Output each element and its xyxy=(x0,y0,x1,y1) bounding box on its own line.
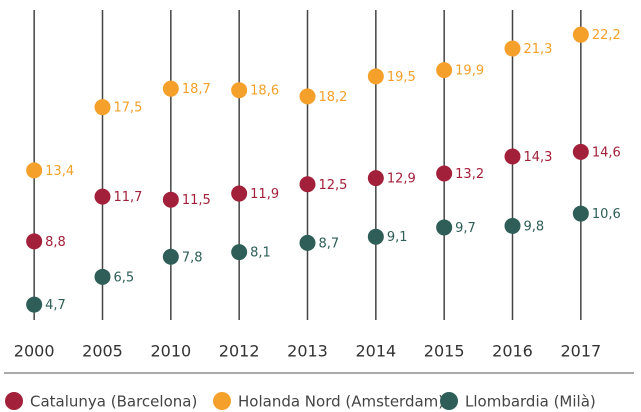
value-label: 8,1 xyxy=(250,246,271,261)
dot xyxy=(94,99,111,116)
value-label: 13,2 xyxy=(455,167,484,182)
dot xyxy=(504,148,521,165)
x-tick-label: 2016 xyxy=(492,342,533,361)
value-label: 14,6 xyxy=(592,145,621,160)
value-label: 19,9 xyxy=(455,64,484,79)
dot xyxy=(299,234,316,251)
dot xyxy=(367,228,384,245)
value-label: 7,8 xyxy=(182,250,203,265)
dot xyxy=(231,185,248,202)
dot xyxy=(367,68,384,85)
value-label: 18,7 xyxy=(182,82,211,97)
dot xyxy=(572,205,589,222)
dot xyxy=(26,162,43,179)
dot xyxy=(299,176,316,193)
value-label: 18,6 xyxy=(250,84,279,99)
dot xyxy=(504,217,521,234)
x-tick-label: 2000 xyxy=(14,342,55,361)
legend-label: Holanda Nord (Amsterdam) xyxy=(238,393,444,411)
value-label: 11,5 xyxy=(182,193,211,208)
value-label: 22,2 xyxy=(592,28,621,43)
value-label: 12,5 xyxy=(319,178,348,193)
value-label: 18,2 xyxy=(319,90,348,105)
dot xyxy=(572,143,589,160)
x-tick-label: 2015 xyxy=(424,342,465,361)
dot xyxy=(26,233,43,250)
dot xyxy=(299,88,316,105)
dot xyxy=(26,296,43,313)
value-label: 6,5 xyxy=(114,270,135,285)
dot xyxy=(162,80,179,97)
x-tick-label: 2010 xyxy=(150,342,191,361)
x-tick-label: 2012 xyxy=(219,342,260,361)
dot xyxy=(436,219,453,236)
legend-swatch xyxy=(213,392,231,410)
value-label: 9,1 xyxy=(387,230,408,245)
x-tick-label: 2013 xyxy=(287,342,328,361)
dot xyxy=(367,170,384,187)
value-label: 8,7 xyxy=(319,236,340,251)
dot xyxy=(231,82,248,99)
value-label: 21,3 xyxy=(524,42,553,57)
dot xyxy=(162,248,179,265)
value-label: 12,9 xyxy=(387,172,416,187)
x-tick-label: 2005 xyxy=(82,342,123,361)
dot xyxy=(94,188,111,205)
dot xyxy=(504,40,521,57)
value-label: 4,7 xyxy=(45,298,66,313)
legend-label: Llombardia (Milà) xyxy=(465,393,596,411)
value-label: 10,6 xyxy=(592,207,621,222)
value-label: 11,7 xyxy=(114,190,143,205)
value-label: 17,5 xyxy=(114,101,143,116)
x-tick-label: 2014 xyxy=(355,342,396,361)
value-label: 14,3 xyxy=(524,150,553,165)
x-tick-label: 2017 xyxy=(560,342,601,361)
legend-label: Catalunya (Barcelona) xyxy=(30,393,197,411)
dot xyxy=(572,26,589,43)
value-label: 9,7 xyxy=(455,221,476,236)
dot xyxy=(436,165,453,182)
value-label: 19,5 xyxy=(387,70,416,85)
value-label: 9,8 xyxy=(524,219,545,234)
value-label: 8,8 xyxy=(45,235,66,250)
dot xyxy=(94,268,111,285)
value-label: 11,9 xyxy=(250,187,279,202)
legend-swatch xyxy=(5,392,23,410)
dot xyxy=(162,191,179,208)
dot xyxy=(436,62,453,79)
legend-swatch xyxy=(440,392,458,410)
value-label: 13,4 xyxy=(45,164,74,179)
dot xyxy=(231,244,248,261)
